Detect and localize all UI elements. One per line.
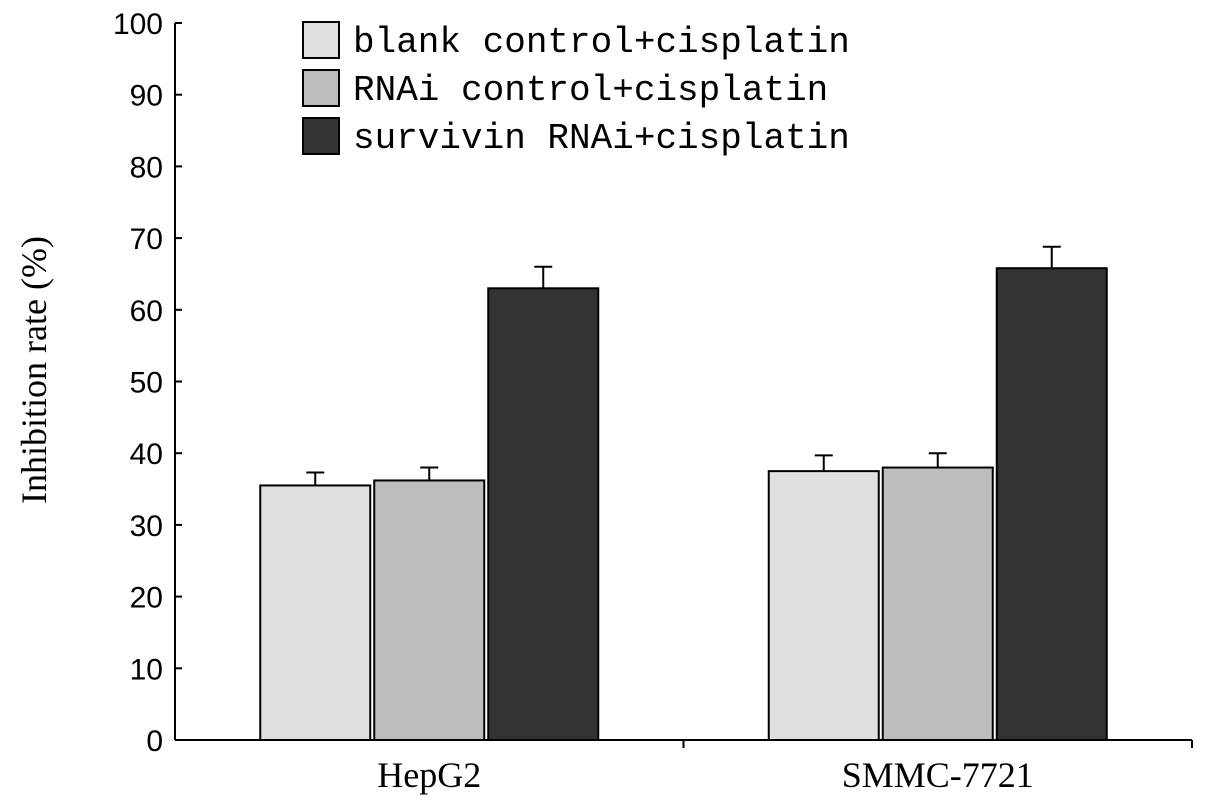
bar: [995, 267, 1108, 741]
legend-label: blank control+cisplatin: [353, 22, 850, 63]
bars: [259, 245, 1108, 741]
x-tick-label: SMMC-7721: [842, 755, 1034, 795]
y-tick-label: 20: [130, 582, 163, 615]
legend-label: survivin RNAi+cisplatin: [353, 118, 850, 159]
y-tick-label: 90: [130, 80, 163, 113]
bar: [259, 484, 372, 741]
y-axis-title: Inhibition rate (%): [14, 236, 54, 504]
legend-label: RNAi control+cisplatin: [353, 70, 828, 111]
bar: [767, 470, 880, 741]
x-tick-label: HepG2: [377, 755, 481, 795]
y-tick-label: 40: [130, 438, 163, 471]
bar: [487, 287, 600, 741]
y-tick-label: 60: [130, 295, 163, 328]
legend-swatch: [302, 69, 340, 107]
y-tick-label: 50: [130, 367, 163, 400]
y-tick-label: 10: [130, 653, 163, 686]
legend-swatch: [302, 21, 340, 59]
y-tick-label: 100: [113, 8, 163, 41]
y-tick-label: 70: [130, 223, 163, 256]
bar: [881, 466, 994, 741]
y-tick-label: 80: [130, 151, 163, 184]
legend: blank control+cisplatin RNAi control+cisp…: [302, 21, 850, 159]
legend-swatch: [302, 117, 340, 155]
axes: 0 10 20 30 40 50 60 70 80 90 100 HepG2 SMMC-7721: [113, 8, 1193, 795]
bar: [373, 479, 486, 741]
y-tick-label: 30: [130, 510, 163, 543]
y-tick-label: 0: [146, 725, 163, 758]
